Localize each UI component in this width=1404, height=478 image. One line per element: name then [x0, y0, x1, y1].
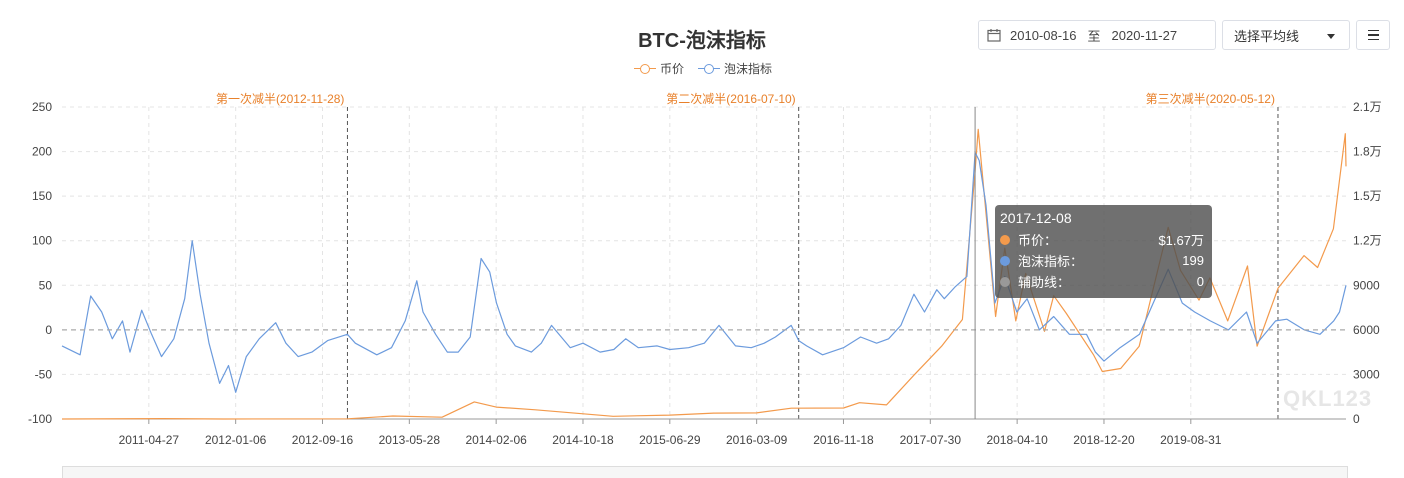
y-right-tick-label: 1.2万 — [1353, 234, 1382, 248]
x-tick-label: 2016-11-18 — [813, 433, 874, 447]
x-tick-label: 2016-03-09 — [726, 433, 788, 447]
series-line-bubble — [61, 151, 1347, 393]
halving-marker-label: 第三次减半(2020-05-12) — [1146, 92, 1275, 106]
legend-item-price[interactable]: 币价 — [634, 60, 684, 77]
y-right-tick-label: 9000 — [1353, 278, 1380, 292]
x-tick-label: 2014-10-18 — [552, 433, 614, 447]
hamburger-icon — [1367, 29, 1379, 32]
y-left-tick-label: 0 — [45, 323, 52, 337]
legend-item-bubble[interactable]: 泡沫指标 — [698, 60, 772, 77]
chevron-down-icon — [1327, 34, 1335, 39]
y-right-tick-label: 1.8万 — [1353, 145, 1382, 159]
y-left-tick-label: 200 — [32, 145, 52, 159]
y-left-tick-label: 150 — [32, 189, 52, 203]
halving-markers: 第一次减半(2012-11-28) 第二次减半(2016-07-10) 第三次减半(… — [216, 92, 1279, 419]
date-separator: 至 — [1087, 28, 1101, 44]
y-right-tick-label: 3000 — [1353, 367, 1380, 381]
x-tick-label: 2013-05-28 — [379, 433, 441, 447]
x-tick-label: 2011-04-27 — [119, 433, 180, 447]
tooltip-date: 2017-12-08 — [1000, 210, 1072, 226]
y-left-tick-label: 100 — [32, 234, 52, 248]
moving-average-select[interactable]: 选择平均线 — [1222, 20, 1350, 50]
x-tick-label: 2012-01-06 — [205, 433, 267, 447]
tooltip-aux-dot-icon — [1000, 276, 1010, 287]
data-zoom-slider[interactable] — [62, 466, 1348, 478]
y-left-tick-label: -50 — [35, 367, 53, 381]
legend-bubble-label: 泡沫指标 — [724, 62, 773, 76]
moving-average-select-label: 选择平均线 — [1234, 28, 1300, 44]
chart-tooltip: 2017-12-08 币价： $1.67万 泡沫指标： 199 辅助线： 0 — [995, 205, 1212, 298]
legend-price-symbol-icon — [634, 63, 656, 75]
x-tick-label: 2018-12-20 — [1073, 433, 1135, 447]
y-right-tick-label: 1.5万 — [1353, 189, 1382, 203]
watermark-logo: QKL123 — [1283, 386, 1373, 411]
tooltip-row-bubble: 泡沫指标： 199 — [1000, 250, 1204, 271]
x-tick-label: 2018-04-10 — [986, 433, 1048, 447]
x-tick-label: 2014-02-06 — [465, 433, 527, 447]
y-left-tick-label: 250 — [32, 100, 52, 114]
tooltip-row-aux: 辅助线： 0 — [1000, 271, 1204, 292]
chart-legend: 币价 泡沫指标 — [634, 60, 772, 77]
y-right-tick-label: 0 — [1353, 412, 1360, 426]
x-tick-label: 2017-07-30 — [900, 433, 962, 447]
date-range-picker[interactable]: 2010-08-16 至 2020-11-27 — [978, 20, 1216, 50]
date-end[interactable]: 2020-11-27 — [1111, 27, 1178, 43]
calendar-icon — [987, 29, 1001, 42]
y-right-tick-label: 2.1万 — [1353, 100, 1382, 114]
halving-marker-label: 第二次减半(2016-07-10) — [666, 92, 795, 106]
y-left-tick-label: -100 — [28, 412, 52, 426]
tooltip-bubble-dot-icon — [1000, 255, 1010, 266]
tooltip-price-dot-icon — [1000, 234, 1010, 245]
x-tick-label: 2015-06-29 — [639, 433, 701, 447]
halving-marker-label: 第一次减半(2012-11-28) — [216, 92, 345, 106]
legend-bubble-symbol-icon — [698, 63, 721, 75]
y-left-tick-label: 50 — [39, 278, 53, 292]
axes: -100 -50 0 50 100 150 200 250 0 3000 6000 9000 1.2万 1… — [28, 100, 1382, 447]
x-tick-label: 2012-09-16 — [292, 433, 354, 447]
menu-button[interactable] — [1356, 20, 1390, 50]
date-start[interactable]: 2010-08-16 — [1010, 27, 1077, 43]
tooltip-row-price: 币价： $1.67万 — [1000, 229, 1204, 250]
x-tick-label: 2019-08-31 — [1160, 433, 1222, 447]
y-right-tick-label: 6000 — [1353, 323, 1380, 337]
legend-price-label: 币价 — [660, 62, 685, 76]
chart-title: BTC-泡沫指标 — [638, 30, 766, 52]
